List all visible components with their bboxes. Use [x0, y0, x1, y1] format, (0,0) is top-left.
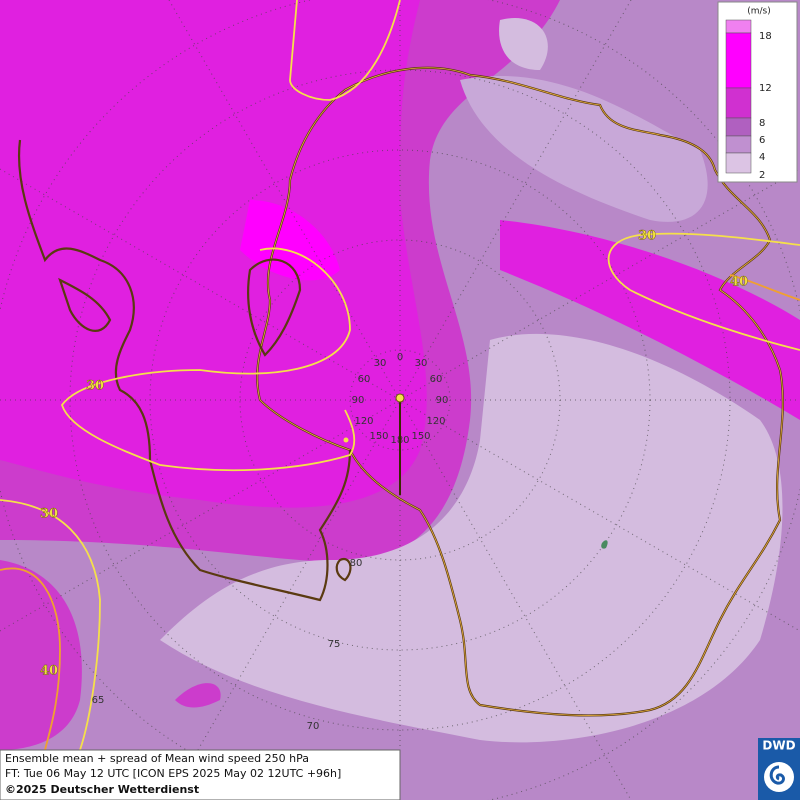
legend-label: 4: [759, 152, 765, 163]
legend-swatch: [725, 32, 752, 89]
contours: [0, 0, 800, 751]
lake: [601, 540, 608, 549]
longitude-label: 60: [358, 374, 371, 385]
coastline: [17, 66, 784, 717]
latitude-label: 70: [307, 721, 320, 732]
peninsula-coast: [17, 139, 352, 602]
latitude-label: 65: [92, 695, 105, 706]
core-wind-area: [0, 0, 427, 508]
latitude-label: 75: [328, 639, 341, 650]
contour-line: [607, 232, 800, 351]
southwest-wind-area: [0, 560, 82, 750]
caption-line: Ensemble mean + spread of Mean wind spee…: [5, 752, 309, 765]
legend-swatch: [725, 152, 752, 174]
legend-label: 8: [759, 118, 765, 129]
legend-unit: (m/s): [747, 7, 771, 17]
weak-wind-north: [460, 76, 708, 222]
legend-swatch: [725, 135, 752, 154]
longitude-label: 90: [352, 395, 365, 406]
contour-line: [61, 247, 356, 472]
contour-label: 40: [730, 275, 748, 290]
logo-text: DWD: [762, 739, 795, 753]
legend-swatch: [725, 19, 752, 34]
longitude-label: 60: [430, 374, 443, 385]
longitude-label: 120: [426, 416, 445, 427]
caption-line: ©2025 Deutscher Wetterdienst: [5, 783, 199, 796]
legend-swatch: [725, 87, 752, 119]
contour-label: 40: [40, 664, 58, 679]
contour-line: [289, 0, 401, 101]
legend: (m/s) 18 12 8 6 4 2: [717, 1, 798, 183]
pole-marker: [395, 393, 405, 403]
caption-box: [0, 749, 401, 800]
contour-line: [0, 499, 101, 751]
legend-label: 12: [759, 83, 772, 94]
contour-label: 30: [40, 507, 58, 522]
latitude-label: 80: [350, 558, 363, 569]
caption-line: FT: Tue 06 May 12 UTC [ICON EPS 2025 May…: [5, 767, 341, 780]
antarctica-coast-inner: [256, 67, 784, 716]
weak-patch: [499, 18, 548, 70]
longitude-label: 90: [436, 395, 449, 406]
wind-patch: [175, 683, 221, 708]
legend-label: 6: [759, 135, 765, 146]
longitude-label: 150: [411, 431, 430, 442]
contour-label: 30: [638, 229, 656, 244]
legend-label: 2: [759, 170, 765, 181]
legend-label: 18: [759, 31, 772, 42]
jet-streak: [500, 220, 800, 420]
legend-swatch: [725, 117, 752, 137]
longitude-label: 30: [415, 358, 428, 369]
longitude-label: 120: [354, 416, 373, 427]
contour-label: 30: [86, 379, 104, 394]
longitude-label: 150: [369, 431, 388, 442]
longitude-label: 30: [374, 358, 387, 369]
station-dot: [343, 437, 349, 443]
island-coast: [247, 258, 302, 357]
caption: Ensemble mean + spread of Mean wind spee…: [0, 749, 401, 800]
island-coast: [58, 277, 112, 332]
longitude-label: 0: [397, 352, 403, 363]
contour-line: [729, 274, 800, 301]
logo: DWD: [758, 738, 800, 800]
logo-swirl: [769, 765, 786, 785]
island-coast: [335, 557, 352, 582]
weak-wind-area: [160, 333, 783, 743]
contour-line: [0, 567, 61, 751]
